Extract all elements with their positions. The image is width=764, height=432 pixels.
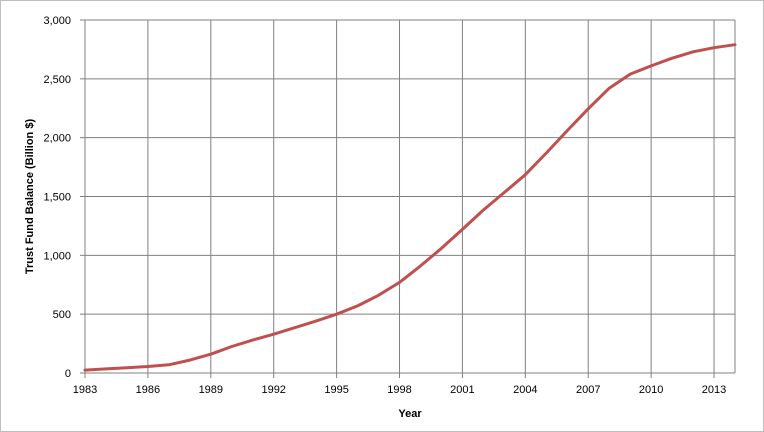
data-point xyxy=(712,46,716,49)
x-tick-label: 1989 xyxy=(199,384,223,396)
data-point xyxy=(482,208,485,212)
x-tick-label: 2007 xyxy=(576,384,600,396)
data-point xyxy=(670,57,674,60)
data-point xyxy=(83,368,87,372)
data-point xyxy=(167,363,171,366)
x-tick-label: 2010 xyxy=(639,384,663,396)
data-point xyxy=(587,107,590,111)
data-point xyxy=(377,294,380,297)
series-line xyxy=(83,43,737,372)
y-tick-label: 0 xyxy=(65,368,71,380)
y-axis-title: Trust Fund Balance (Billion $) xyxy=(24,119,36,275)
data-point xyxy=(314,320,317,323)
data-point xyxy=(461,228,464,231)
y-tick-label: 1,000 xyxy=(43,250,71,262)
data-point xyxy=(272,332,275,336)
x-tick-label: 1998 xyxy=(387,384,411,396)
data-point xyxy=(691,50,695,53)
x-tick-label: 1983 xyxy=(73,384,97,396)
y-tick-label: 2,000 xyxy=(43,133,71,145)
tick-labels: 0 500 1,000 1,500 2,000 2,500 3,000 1983 1986 198… xyxy=(43,15,726,396)
x-tick-label: 2001 xyxy=(450,384,474,396)
data-point xyxy=(146,365,150,368)
data-point xyxy=(293,326,296,329)
x-tick-label: 1986 xyxy=(136,384,160,396)
data-point xyxy=(503,191,506,194)
data-point xyxy=(649,64,653,68)
x-tick-label: 1992 xyxy=(261,384,285,396)
data-point xyxy=(251,338,254,342)
data-point xyxy=(733,43,737,46)
data-point xyxy=(356,304,359,308)
data-point xyxy=(335,312,338,316)
data-point xyxy=(545,151,548,155)
axes xyxy=(80,19,736,378)
data-point xyxy=(607,87,611,90)
y-tick-label: 2,500 xyxy=(43,74,71,86)
data-point xyxy=(398,281,401,284)
grid xyxy=(84,19,735,374)
data-point xyxy=(230,345,233,348)
data-point xyxy=(125,366,129,369)
data-point xyxy=(188,358,192,362)
x-tick-label: 2004 xyxy=(513,384,537,396)
x-axis-title: Year xyxy=(398,408,422,420)
data-point xyxy=(566,129,569,132)
y-tick-label: 1,500 xyxy=(43,192,71,204)
data-point xyxy=(440,247,443,250)
data-point xyxy=(209,352,213,356)
data-point xyxy=(419,264,422,268)
y-tick-label: 500 xyxy=(53,309,71,321)
x-tick-label: 1995 xyxy=(324,384,348,396)
x-tick-label: 2013 xyxy=(702,384,726,396)
y-tick-label: 3,000 xyxy=(43,15,71,27)
data-point xyxy=(524,173,527,176)
series-layer xyxy=(83,43,737,372)
data-point xyxy=(628,72,632,76)
data-point xyxy=(104,367,108,371)
